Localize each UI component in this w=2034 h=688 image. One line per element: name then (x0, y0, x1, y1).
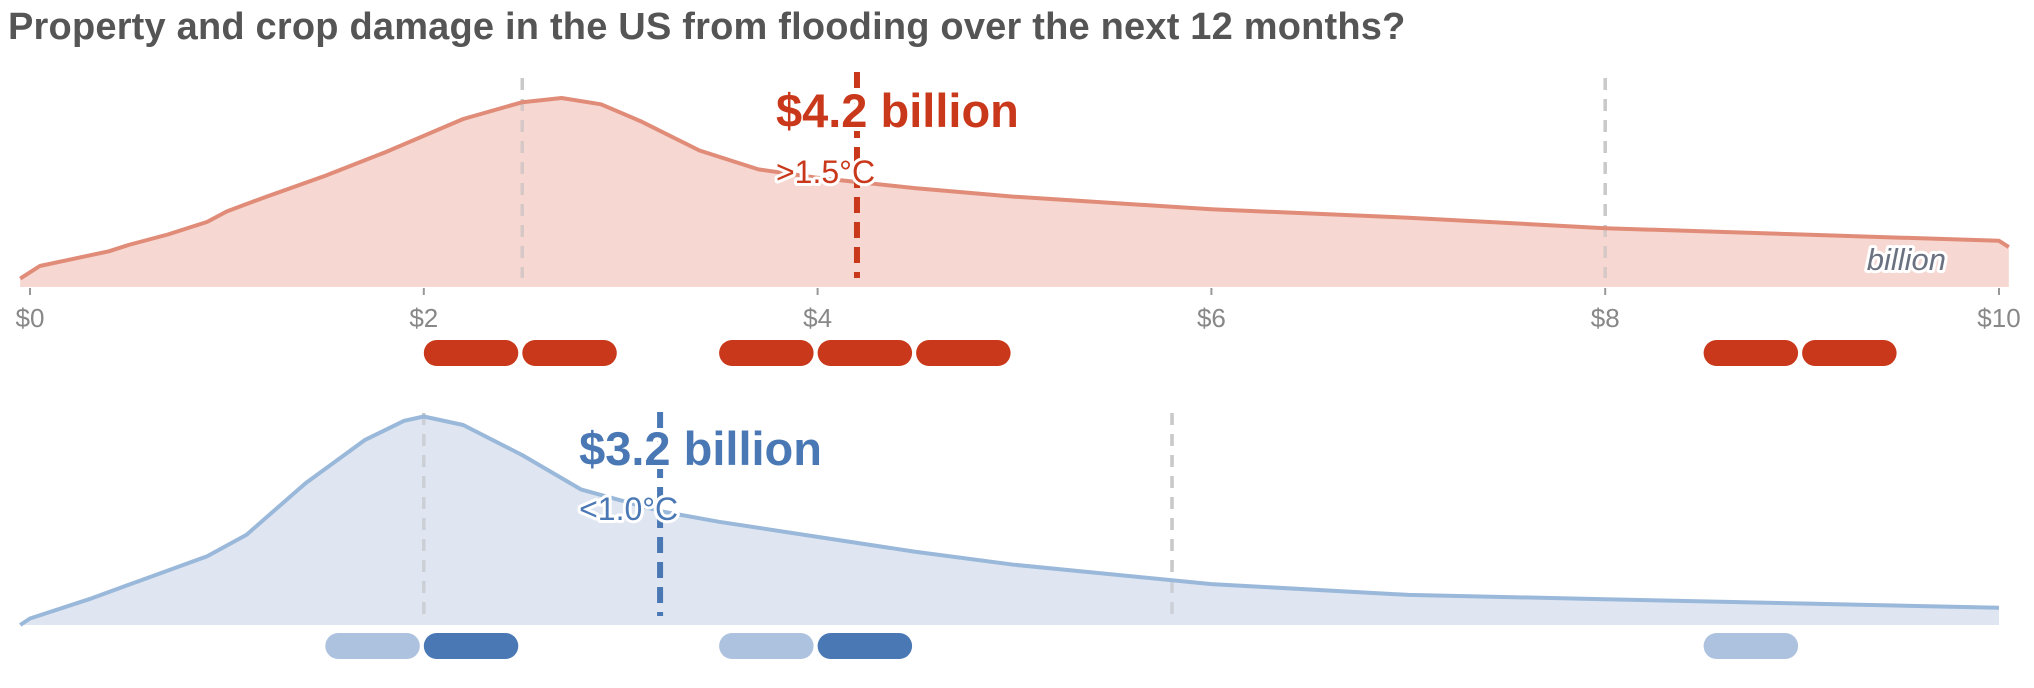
x-tick-label-4: $6 (1197, 303, 1226, 333)
top-distribution-panel: $4.2 billion >1.5°C (19, 72, 2010, 366)
series-1-range-pill-4 (817, 340, 913, 366)
series-1-median-value: $4.2 billion (776, 84, 1019, 137)
series-1-range-pill-6 (1703, 340, 1799, 366)
series-1-range-pill-3 (719, 340, 814, 366)
series-1-scenario-label: >1.5°C (776, 154, 875, 190)
x-tick-label-5: $8 (1591, 303, 1620, 333)
chart-title: Property and crop damage in the US from … (8, 6, 1406, 48)
series-2-density-line (19, 414, 2000, 627)
series-1-range-pill-1 (423, 340, 519, 366)
series-2-range-pill-1 (325, 633, 420, 659)
series-2-range-pill-4 (817, 633, 913, 659)
x-unit-label: billion (1867, 242, 1946, 277)
series-2-density-area (20, 416, 1999, 625)
x-tick-label-2: $2 (409, 303, 438, 333)
x-tick-label-3: $4 (803, 303, 832, 333)
x-tick-label-6: $10 (1977, 303, 2020, 333)
series-1-density-area (20, 98, 2009, 287)
series-1-range-pill-5 (916, 340, 1011, 366)
series-2-range-pill-2 (423, 633, 519, 659)
x-axis: $0 $2 $4 $6 $8 $10 billion (16, 239, 2021, 333)
x-tick-label-1: $0 (16, 303, 45, 333)
series-1-range-pill-7 (1802, 340, 1897, 366)
bottom-distribution-panel: $3.2 billion <1.0°C (19, 412, 2000, 659)
series-2-median-value: $3.2 billion (579, 422, 822, 475)
series-1-range-pill-2 (522, 340, 617, 366)
series-2-scenario-label: <1.0°C (579, 491, 678, 527)
series-1-density-line (19, 96, 2010, 281)
series-2-range-pill-5 (1703, 633, 1799, 659)
series-2-range-pill-3 (719, 633, 814, 659)
